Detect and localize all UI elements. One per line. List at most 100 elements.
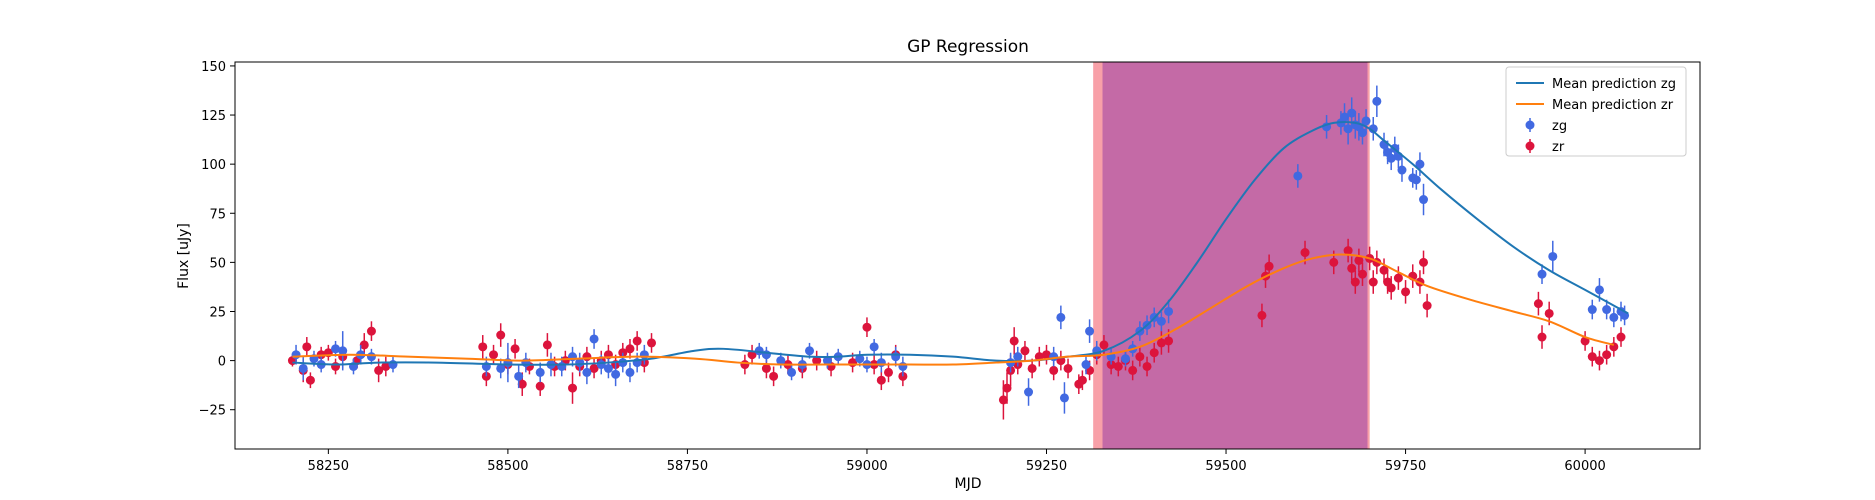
marker-zr-60 (1041, 350, 1051, 360)
point-zr-46 (862, 317, 872, 338)
marker-zr-87 (1357, 269, 1367, 279)
point-zg-45 (1024, 378, 1034, 406)
marker-zg-82 (1537, 269, 1547, 279)
marker-zr-72 (1128, 365, 1138, 375)
point-zr-65 (1077, 370, 1087, 391)
point-zg-48 (1059, 382, 1069, 414)
point-zg-58 (1156, 311, 1166, 332)
point-zg-1 (298, 356, 308, 381)
plot-area (234, 61, 1701, 450)
legend-box (1505, 66, 1687, 157)
marker-zr-84 (1347, 263, 1357, 273)
point-zr-93 (1386, 276, 1396, 300)
y-tick-label-3: 50 (209, 256, 226, 271)
marker-zr-3 (305, 375, 315, 385)
marker-zg-53 (1120, 354, 1130, 364)
marker-zg-86 (1602, 305, 1612, 315)
point-zr-73 (1135, 346, 1145, 367)
marker-zr-61 (1049, 365, 1059, 375)
marker-zg-65 (1347, 108, 1357, 118)
marker-zr-36 (647, 338, 657, 348)
chart-title: GP Regression (907, 37, 1029, 57)
point-zr-43 (812, 350, 822, 371)
point-zg-86 (1602, 299, 1612, 320)
point-zg-83 (1548, 240, 1558, 273)
point-zr-2 (302, 337, 312, 357)
point-zr-48 (876, 370, 886, 391)
point-zr-25 (568, 372, 578, 404)
point-zr-34 (632, 331, 642, 351)
marker-zr-9 (359, 340, 369, 350)
marker-zr-73 (1135, 352, 1145, 362)
marker-zg-24 (611, 369, 621, 379)
point-zg-49 (1081, 354, 1091, 375)
point-zr-13 (478, 335, 488, 359)
point-zr-72 (1128, 360, 1138, 381)
y-tick-label-1: 0 (218, 355, 226, 370)
marker-zg-11 (496, 363, 506, 373)
marker-zr-101 (1537, 332, 1547, 342)
point-zr-78 (1257, 303, 1267, 328)
marker-zg-59 (1164, 306, 1174, 316)
point-zg-64 (1343, 113, 1353, 145)
marker-zr-83 (1343, 246, 1353, 256)
point-zg-70 (1368, 117, 1378, 141)
point-zg-21 (589, 329, 599, 349)
marker-zg-68 (1357, 128, 1367, 138)
marker-zg-81 (1419, 195, 1429, 205)
marker-zr-80 (1264, 261, 1274, 271)
marker-zg-40 (876, 358, 886, 368)
point-zr-98 (1419, 250, 1429, 275)
marker-zg-25 (618, 358, 628, 368)
point-zr-57 (1020, 340, 1030, 361)
marker-zg-63 (1340, 112, 1350, 122)
point-zg-82 (1537, 264, 1547, 284)
marker-zr-12 (381, 361, 391, 371)
y-tick-label-0: −25 (199, 404, 226, 419)
marker-zr-102 (1544, 308, 1554, 318)
x-tick-label-0: 58250 (308, 459, 349, 474)
mean-prediction-line-0 (292, 121, 1629, 366)
y-tick-label-6: 125 (201, 109, 226, 124)
marker-zr-22 (542, 340, 552, 350)
point-zg-9 (388, 356, 398, 373)
point-zg-35 (822, 352, 832, 369)
marker-zg-77 (1397, 165, 1407, 175)
legend-swatch-marker-zr (1525, 141, 1535, 151)
legend-label-zg: zg (1552, 119, 1567, 134)
point-zr-60 (1041, 344, 1051, 365)
point-zr-86 (1354, 248, 1364, 273)
marker-zg-26 (625, 367, 635, 377)
point-zr-49 (884, 362, 894, 383)
marker-zr-104 (1587, 352, 1597, 362)
y-axis: −25 0 25 50 75 100 125 150 (199, 60, 235, 419)
point-zr-104 (1587, 346, 1597, 367)
marker-zr-19 (517, 379, 527, 389)
marker-zg-32 (787, 367, 797, 377)
marker-zr-106 (1602, 350, 1612, 360)
marker-zg-39 (869, 342, 879, 352)
y-tick-label-2: 25 (209, 305, 226, 320)
marker-zg-23 (603, 363, 613, 373)
point-zg-71 (1372, 85, 1382, 118)
point-zr-70 (1113, 356, 1123, 377)
marker-zr-75 (1149, 348, 1159, 358)
marker-zr-58 (1027, 363, 1037, 373)
marker-zr-78 (1257, 310, 1267, 320)
point-zr-108 (1616, 327, 1626, 347)
point-zr-76 (1156, 331, 1166, 355)
marker-zr-77 (1164, 336, 1174, 346)
marker-zr-82 (1329, 257, 1339, 267)
legend-swatch-marker-zg (1525, 120, 1535, 130)
marker-zr-13 (478, 342, 488, 352)
point-zr-89 (1368, 270, 1378, 294)
x-tick-label-4: 59250 (1026, 459, 1067, 474)
point-zg-40 (876, 352, 886, 373)
marker-zr-89 (1368, 277, 1378, 287)
marker-zg-31 (776, 356, 786, 366)
marker-zg-44 (1013, 352, 1023, 362)
point-zr-18 (510, 338, 520, 359)
x-tick-label-6: 59750 (1385, 459, 1426, 474)
point-zg-39 (869, 338, 879, 355)
